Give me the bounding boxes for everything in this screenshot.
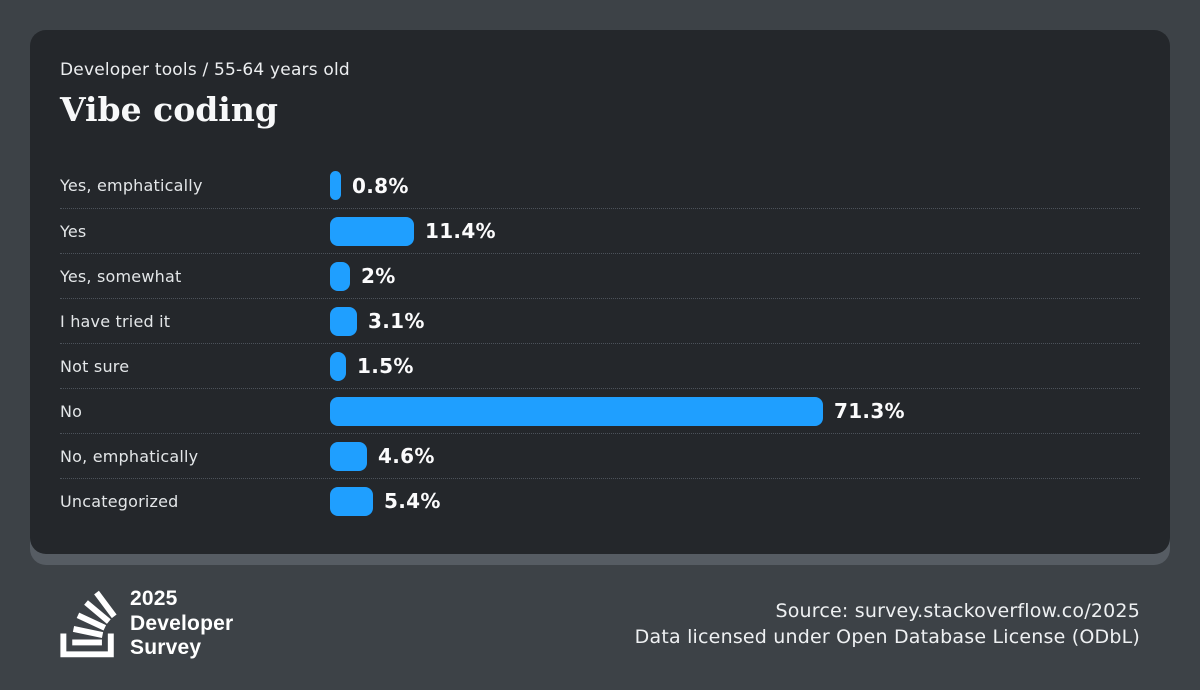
chart-row: Yes 11.4% [60, 208, 1140, 253]
chart-row: Uncategorized 5.4% [60, 478, 1140, 523]
category-label: No [60, 401, 83, 421]
license-line: Data licensed under Open Database Licens… [634, 626, 1140, 648]
brand-line-survey: Survey [130, 636, 202, 660]
bar-chart: Yes, emphatically 0.8% Yes 11.4% Yes, somewh… [60, 163, 1140, 523]
category-label: Yes [60, 221, 87, 241]
footer: 2025 Developer Survey Source: survey.sta… [60, 580, 1140, 668]
brand-line-developer: Developer [130, 611, 234, 635]
bar [330, 486, 373, 516]
category-label: No, emphatically [60, 446, 199, 466]
value-label: 0.8% [352, 173, 409, 198]
bar [330, 261, 350, 291]
source-line: Source: survey.stackoverflow.co/2025 [775, 599, 1140, 622]
source-attribution: Source: survey.stackoverflow.co/2025 Dat… [635, 598, 1140, 651]
bar [330, 396, 823, 426]
chart-row: Yes, emphatically 0.8% [60, 163, 1140, 208]
survey-brand: 2025 Developer Survey [60, 586, 233, 662]
chart-title: Vibe coding [60, 90, 278, 129]
chart-row: I have tried it 3.1% [60, 298, 1140, 343]
bar [330, 306, 357, 336]
value-label: 5.4% [384, 489, 441, 513]
chart-card: Developer tools / 55-64 years old Vibe c… [30, 30, 1170, 554]
bar [330, 441, 367, 471]
bar [330, 216, 414, 246]
survey-brand-text: 2025 Developer Survey [130, 587, 233, 661]
value-label: 4.6% [378, 444, 435, 468]
brand-line-year: 2025 [130, 587, 178, 611]
chart-row: Not sure 1.5% [60, 343, 1140, 388]
value-label: 11.4% [425, 219, 496, 243]
category-label: Uncategorized [60, 491, 179, 511]
value-label: 2% [361, 264, 396, 288]
chart-row: Yes, somewhat 2% [60, 253, 1140, 298]
bar [330, 171, 341, 200]
chart-row: No, emphatically 4.6% [60, 433, 1140, 478]
chart-subtitle: Developer tools / 55-64 years old [60, 60, 350, 80]
value-label: 1.5% [357, 354, 414, 378]
category-label: Yes, emphatically [60, 176, 203, 195]
category-label: Not sure [60, 356, 130, 376]
category-label: Yes, somewhat [60, 266, 182, 286]
stackoverflow-logo-icon [60, 586, 117, 662]
value-label: 71.3% [834, 399, 905, 423]
category-label: I have tried it [60, 311, 171, 331]
bar [330, 351, 346, 381]
chart-row: No 71.3% [60, 388, 1140, 433]
value-label: 3.1% [368, 309, 425, 333]
